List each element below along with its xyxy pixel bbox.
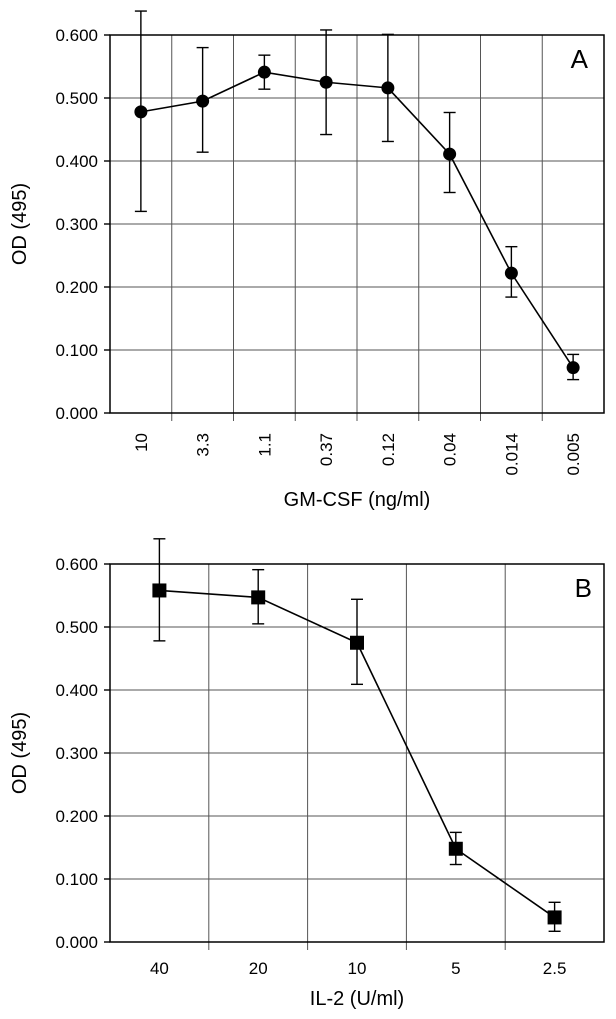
data-point <box>134 105 148 119</box>
data-point <box>381 81 395 95</box>
x-tick-label: 0.04 <box>441 433 460 466</box>
x-tick-label: 3.3 <box>194 433 213 457</box>
y-axis-title: OD (495) <box>9 712 31 794</box>
panel-b-chart: 0.000 0.100 0.200 0.300 0.400 0.500 0.600 40 20 1… <box>9 538 605 1010</box>
y-tick-label: 0.400 <box>55 681 98 700</box>
x-tick-label: 0.005 <box>564 433 583 476</box>
y-axis-title: OD (495) <box>9 183 31 265</box>
x-tick-label: 1.1 <box>255 433 274 457</box>
y-tick-label: 0.300 <box>55 744 98 763</box>
x-tick-label: 10 <box>132 433 151 452</box>
data-point <box>350 635 364 650</box>
y-tick-label: 0.300 <box>55 215 98 234</box>
x-tick-label: 5 <box>451 959 460 978</box>
x-tick-label: 40 <box>150 959 169 978</box>
data-point <box>257 65 271 79</box>
y-tick-label: 0.400 <box>55 152 98 171</box>
x-tick-label: 0.37 <box>317 433 336 466</box>
data-point <box>196 94 210 108</box>
y-tick-label: 0.600 <box>55 555 98 574</box>
data-point <box>319 75 333 89</box>
panel-label: B <box>575 573 592 603</box>
x-axis-title: IL-2 (U/ml) <box>310 988 404 1010</box>
y-tick-label: 0.500 <box>55 89 98 108</box>
x-axis-title: GM-CSF (ng/ml) <box>284 489 431 511</box>
panel-a-chart: 0.000 0.100 0.200 0.300 0.400 0.500 0.600 10 3.3… <box>9 10 605 511</box>
data-point <box>547 910 562 925</box>
plot-frame <box>109 34 605 414</box>
x-tick-label: 2.5 <box>543 959 567 978</box>
data-point <box>251 590 266 605</box>
x-tick-label: 0.12 <box>379 433 398 466</box>
x-tick-label: 20 <box>249 959 268 978</box>
data-point <box>504 266 518 280</box>
series-line <box>140 71 574 369</box>
x-tick-label: 10 <box>348 959 367 978</box>
y-tick-label: 0.200 <box>55 278 98 297</box>
panel-label: A <box>571 44 589 74</box>
data-point <box>448 841 463 856</box>
y-tick-label: 0.100 <box>55 341 98 360</box>
data-point <box>152 583 167 598</box>
plot-frame <box>109 563 605 943</box>
y-tick-label: 0.000 <box>55 933 98 952</box>
y-tick-label: 0.500 <box>55 618 98 637</box>
y-tick-label: 0.200 <box>55 807 98 826</box>
y-tick-label: 0.600 <box>55 26 98 45</box>
data-point <box>566 361 580 375</box>
y-tick-label: 0.100 <box>55 870 98 889</box>
y-tick-label: 0.000 <box>55 404 98 423</box>
x-tick-label: 0.014 <box>502 433 521 476</box>
data-point <box>443 147 457 161</box>
